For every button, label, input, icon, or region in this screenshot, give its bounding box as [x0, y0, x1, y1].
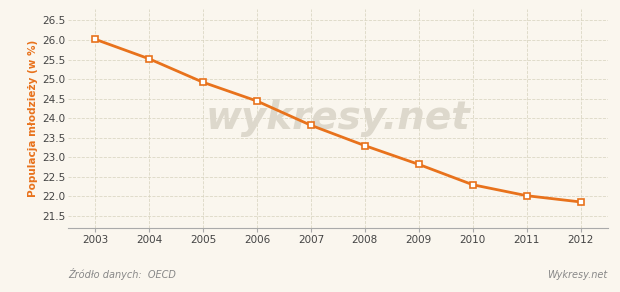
Text: Wykresy.net: Wykresy.net [547, 270, 608, 280]
Y-axis label: Populacja młodzieży (w %): Populacja młodzieży (w %) [28, 40, 38, 197]
Text: Źródło danych:  OECD: Źródło danych: OECD [68, 268, 176, 280]
Text: wykresy.net: wykresy.net [205, 99, 471, 137]
